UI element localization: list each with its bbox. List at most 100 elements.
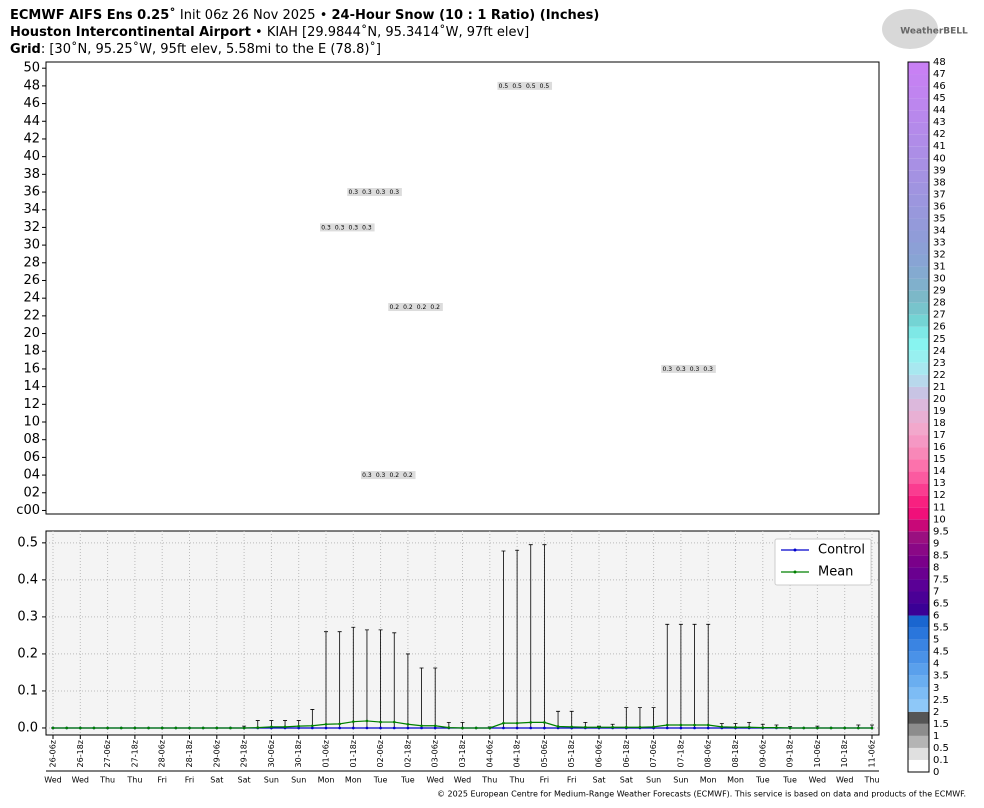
day-label: Thu [481,776,497,785]
y-tick-label: 0.0 [17,720,38,735]
day-label: Mon [700,776,717,785]
point-marker [406,726,410,730]
colorbar-label: 45 [933,93,946,104]
colorbar-segment [908,122,929,135]
point-marker [379,720,382,724]
member-value: 0.3 [349,189,359,196]
y-tick-label: 48 [23,78,40,93]
point-marker [324,722,328,726]
point-marker [638,725,642,729]
point-marker [311,726,314,730]
x-tick-label: 30-18z [294,740,303,767]
grid-label: Grid [10,42,41,57]
point-marker [119,726,123,730]
x-tick-label: 26-06z [49,740,58,767]
colorbar-label: 13 [933,478,946,489]
colorbar-segment [908,62,929,75]
spread-bar [378,629,383,728]
day-label: Wed [809,776,826,785]
member-value: 0.3 [376,472,386,479]
member-value: 0.3 [362,472,372,479]
point-marker [611,725,614,729]
colorbar-segment [908,98,929,111]
colorbar-label: 6.5 [933,599,949,610]
colorbar-segment [908,747,929,760]
colorbar-segment [908,350,929,363]
y-tick-label: 04 [23,468,40,483]
colorbar-segment [908,374,929,387]
colorbar-segment [908,723,929,736]
y-tick-label: 42 [23,131,40,146]
member-value: 0.3 [362,224,372,231]
point-marker [584,725,587,729]
member-value: 0.3 [321,224,331,231]
colorbar-segment [908,615,929,628]
colorbar-label: 9 [933,538,939,549]
colorbar-segment [908,435,929,448]
point-marker [734,725,737,729]
spread-bar [665,623,670,728]
point-marker [297,724,301,728]
member-box [497,81,553,90]
colorbar-label: 11 [933,502,946,513]
y-tick-label: 0.2 [17,646,38,661]
spread-bar [324,631,328,728]
y-tick-label: 0.4 [17,572,38,587]
colorbar-label: 28 [933,298,946,309]
colorbar-label: 1.5 [933,719,949,730]
colorbar-segment [908,218,929,231]
colorbar-segment [908,86,929,99]
colorbar-label: 8.5 [933,550,949,561]
colorbar-segment [908,567,929,580]
colorbar-label: 4.5 [933,647,949,658]
spread-bar [364,629,369,728]
x-tick-label: 01-18z [349,740,358,767]
point-marker [324,726,328,730]
member-value: 0.2 [389,304,399,311]
x-tick-label: 08-06z [704,740,713,767]
header-line-3: Grid: [30˚N, 95.25˚W, 95ft elev, 5.58mi … [10,41,381,57]
point-marker [857,726,860,730]
y-tick-label: 50 [23,61,40,76]
y-tick-label: 30 [23,238,40,253]
member-value: 0.3 [362,189,372,196]
point-marker [597,725,601,729]
colorbar-label: 29 [933,286,946,297]
day-label: Fri [567,776,577,785]
point-marker [201,726,205,730]
colorbar-label: 5 [933,635,939,646]
point-marker [679,723,683,727]
point-marker [338,722,341,726]
y-tick-label: 38 [23,167,40,182]
colorbar-label: 41 [933,141,946,152]
day-label: Sun [646,776,661,785]
point-marker [474,726,478,730]
legend-label: Control [818,543,865,558]
colorbar-segment [908,398,929,411]
colorbar-segment [908,314,929,327]
member-box [360,471,416,480]
colorbar-segment [908,447,929,460]
colorbar-segment [908,699,929,712]
colorbar-segment [908,266,929,279]
y-tick-label: 0.5 [17,535,38,550]
model-name: ECMWF AIFS Ens 0.25˚ [10,7,176,23]
spread-bar [678,623,683,728]
colorbar-segment [908,410,929,424]
x-tick-label: 03-06z [431,740,440,767]
colorbar-label: 4 [933,659,939,670]
day-label: Wed [72,776,89,785]
x-tick-label: 02-06z [376,740,385,767]
colorbar-segment [908,663,929,676]
day-label: Tue [400,776,415,785]
y-tick-label: 20 [23,326,40,341]
x-tick-label: 04-06z [485,740,494,767]
point-marker [297,726,301,730]
colorbar-label: 5.5 [933,623,949,634]
member-value: 0.3 [349,224,359,231]
header-line-1: ECMWF AIFS Ens 0.25˚ Init 06z 26 Nov 202… [10,7,599,23]
y-tick-label: 14 [23,379,40,394]
day-label: Tue [373,776,388,785]
spread-bar [624,707,629,728]
day-label: Thu [99,776,115,785]
